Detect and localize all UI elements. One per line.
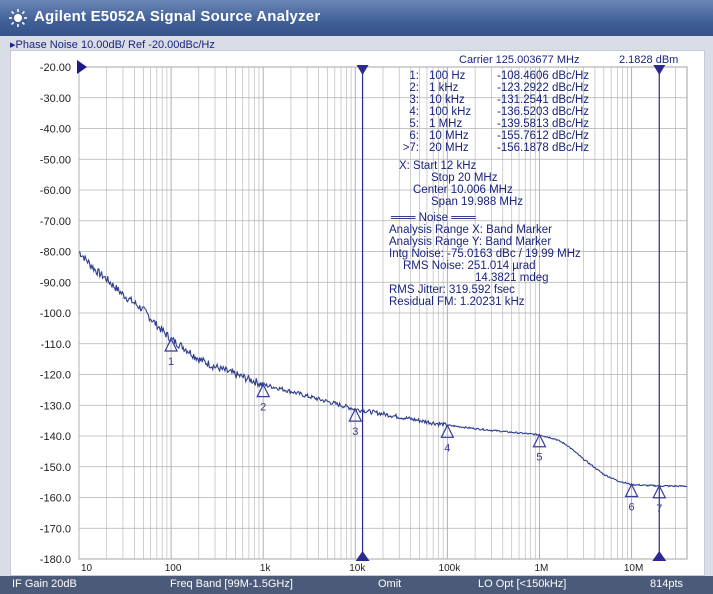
phase-noise-plot[interactable]: -20.00 -30.00 -40.00 -50.00 -60.00 -70.00 -80.… xyxy=(10,50,705,576)
noise-info-line: RMS Noise: 251.014 µrad xyxy=(403,260,536,272)
marker-table-value: -136.5203 dBc/Hz xyxy=(497,106,589,118)
noise-info-line: RMS Jitter: 319.592 fsec xyxy=(389,284,515,296)
marker-2[interactable] xyxy=(256,383,271,398)
marker-table-value: -123.2922 dBc/Hz xyxy=(497,82,589,94)
title-bar: Agilent E5052A Signal Source Analyzer xyxy=(0,0,713,36)
y-tick-label: -180.0 xyxy=(40,554,71,566)
noise-info-line: 14.3821 mdeg xyxy=(475,272,549,284)
marker-table-value: -108.4606 dBc/Hz xyxy=(497,70,589,82)
marker-table-id: 2: xyxy=(409,82,419,94)
marker-6[interactable] xyxy=(624,483,639,498)
band-marker-bottom[interactable] xyxy=(652,551,667,561)
marker-table-id: 4: xyxy=(409,106,419,118)
marker-table-offset: 20 MHz xyxy=(429,142,469,154)
y-tick-label: -150.0 xyxy=(40,462,71,474)
y-tick-label: -160.0 xyxy=(40,493,71,505)
marker-2-label: 2 xyxy=(260,402,266,414)
x-tick-label: 10 xyxy=(81,563,93,574)
omit-status[interactable]: Omit xyxy=(378,578,402,590)
marker-table-offset: 10 MHz xyxy=(429,130,469,142)
if-gain-status[interactable]: IF Gain 20dB xyxy=(12,578,77,590)
y-tick-label: -120.0 xyxy=(40,370,71,382)
y-tick-label: -130.0 xyxy=(40,400,71,412)
marker-table-offset: 100 kHz xyxy=(429,106,471,118)
marker-table-offset: 1 MHz xyxy=(429,118,462,130)
y-tick-label: -30.00 xyxy=(40,93,71,105)
x-tick-label: 1M xyxy=(535,563,549,574)
y-tick-label: -60.00 xyxy=(40,185,71,197)
phase-noise-chart: -20.00 -30.00 -40.00 -50.00 -60.00 -70.00 -80.… xyxy=(40,54,688,574)
sweep-info-line: Center 10.006 MHz xyxy=(413,184,513,196)
marker-table-id: 3: xyxy=(409,94,419,106)
y-tick-label: -170.0 xyxy=(40,523,71,535)
marker-table-value: -155.7612 dBc/Hz xyxy=(497,130,589,142)
noise-info-line: Intg Noise: -75.0163 dBc / 19.99 MHz xyxy=(389,248,581,260)
marker-4[interactable] xyxy=(440,423,455,438)
band-marker-top[interactable] xyxy=(356,65,369,75)
x-tick-label: 10k xyxy=(349,563,366,574)
lo-opt-status[interactable]: LO Opt [<150kHz] xyxy=(478,578,567,590)
x-tick-label: 10M xyxy=(624,563,643,574)
marker-1[interactable] xyxy=(164,337,179,352)
window-title: Agilent E5052A Signal Source Analyzer xyxy=(34,8,321,25)
y-tick-label: -70.00 xyxy=(40,216,71,228)
y-tick-label: -80.00 xyxy=(40,247,71,259)
sweep-info-line: X: Start 12 kHz xyxy=(399,160,477,172)
status-bar: IF Gain 20dB Freq Band [99M-1.5GHz] Omit… xyxy=(0,576,713,594)
y-tick-label: -110.0 xyxy=(41,339,71,351)
noise-info-line: ═══ Noise ═══ xyxy=(390,212,477,224)
sweep-info-line: Stop 20 MHz xyxy=(431,172,498,184)
y-tick-label: -20.00 xyxy=(40,62,71,74)
sweep-info-line: Span 19.988 MHz xyxy=(431,196,523,208)
marker-1-label: 1 xyxy=(168,356,174,368)
y-tick-label: -140.0 xyxy=(40,431,71,443)
noise-info-line: Analysis Range Y: Band Marker xyxy=(389,236,551,248)
marker-7[interactable] xyxy=(652,484,667,499)
marker-table-id: 1: xyxy=(409,70,419,82)
carrier-power: 2.1828 dBm xyxy=(619,54,678,66)
noise-info-line: Analysis Range X: Band Marker xyxy=(389,224,552,236)
carrier-frequency: Carrier 125.003677 MHz xyxy=(459,54,579,66)
marker-table-id: >7: xyxy=(403,142,419,154)
marker-table-offset: 10 kHz xyxy=(429,94,465,106)
marker-5-label: 5 xyxy=(536,452,542,464)
y-tick-label: -90.00 xyxy=(40,277,71,289)
marker-table-offset: 100 Hz xyxy=(429,70,466,82)
marker-table-value: -131.2541 dBc/Hz xyxy=(497,94,589,106)
band-marker-top[interactable] xyxy=(653,65,666,75)
trace-header[interactable]: ▸Phase Noise 10.00dB/ Ref -20.00dBc/Hz xyxy=(10,39,215,51)
marker-3-label: 3 xyxy=(352,426,358,438)
noise-info-line: Residual FM: 1.20231 kHz xyxy=(389,296,525,308)
phase-noise-trace[interactable] xyxy=(78,251,688,488)
marker-4-label: 4 xyxy=(444,442,450,454)
marker-table-id: 5: xyxy=(409,118,419,130)
points-status[interactable]: 814pts xyxy=(650,578,684,590)
sun-icon xyxy=(9,9,27,27)
marker-5[interactable] xyxy=(532,433,547,448)
freq-band-status[interactable]: Freq Band [99M-1.5GHz] xyxy=(170,578,293,590)
marker-table-offset: 1 kHz xyxy=(429,82,459,94)
x-tick-label: 100k xyxy=(439,563,462,574)
y-tick-label: -40.00 xyxy=(40,124,71,136)
marker-7-label: 7 xyxy=(656,503,662,515)
y-tick-label: -50.00 xyxy=(40,154,71,166)
marker-6-label: 6 xyxy=(628,501,634,513)
y-tick-label: -100.0 xyxy=(40,308,71,320)
x-tick-label: 100 xyxy=(165,563,182,574)
marker-table-id: 6: xyxy=(409,130,419,142)
marker-table-value: -156.1878 dBc/Hz xyxy=(497,142,589,154)
reference-level-marker[interactable] xyxy=(77,60,87,74)
marker-table-value: -139.5813 dBc/Hz xyxy=(497,118,589,130)
marker-3[interactable] xyxy=(348,407,363,422)
x-tick-label: 1k xyxy=(260,563,272,574)
band-marker-bottom[interactable] xyxy=(355,551,370,561)
